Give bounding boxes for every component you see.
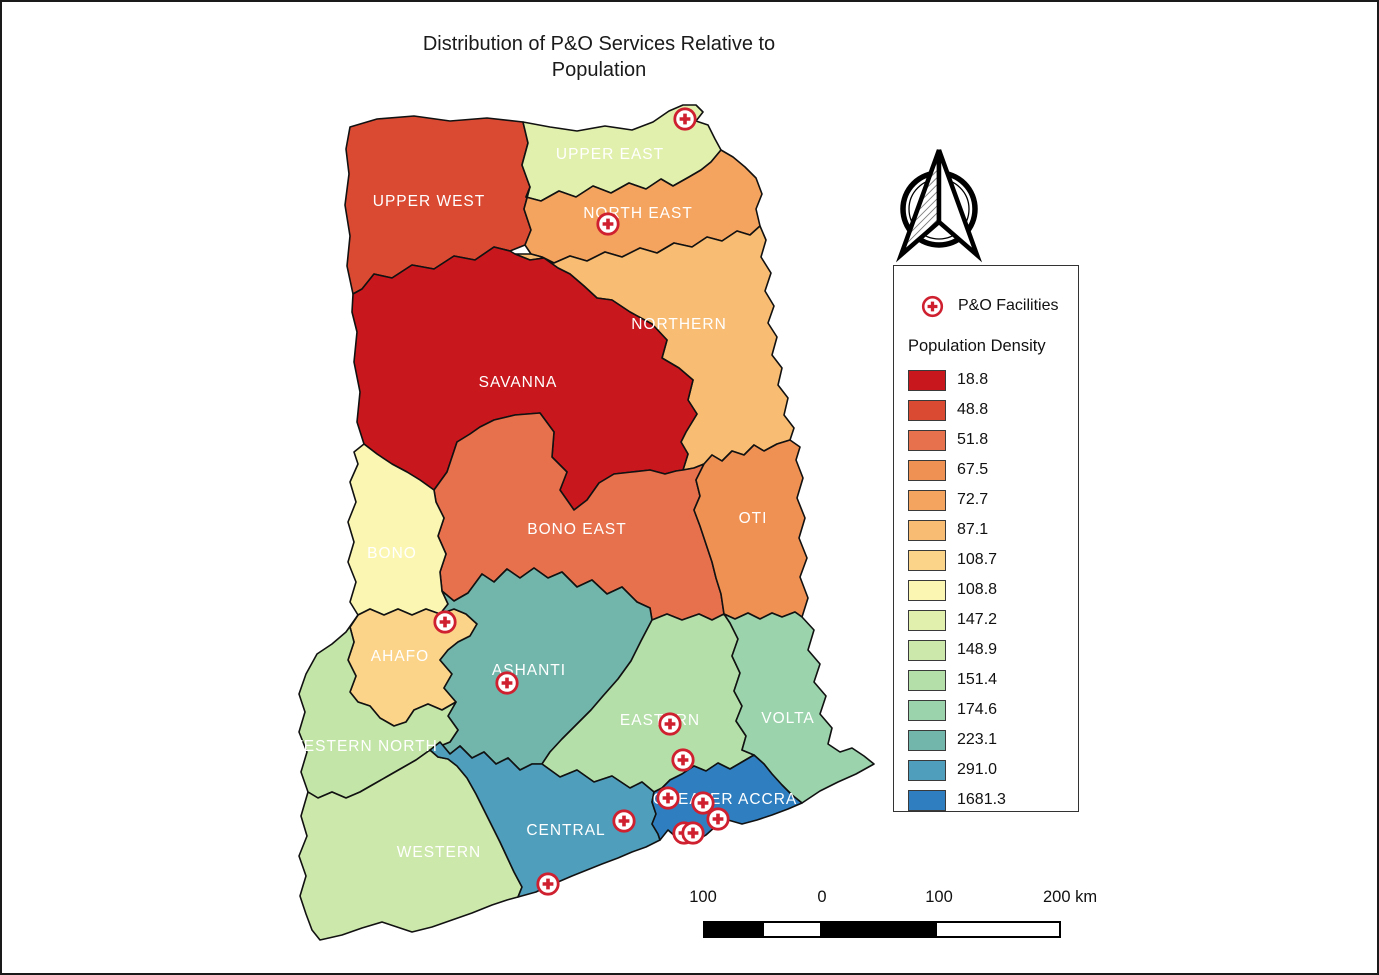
legend-value: 148.9 — [957, 641, 998, 658]
density-legend-heading: Population Density — [908, 337, 1046, 355]
region-label-western: WESTERN — [397, 844, 482, 861]
density-class-list: 18.8 48.8 51.8 67.5 72.7 87.1 108.7 108.8 147.2 1… — [908, 365, 1078, 815]
facility-marker — [596, 212, 620, 236]
legend-class-row: 108.8 — [908, 575, 1078, 605]
facility-marker — [433, 610, 457, 634]
legend-class-row: 174.6 — [908, 695, 1078, 725]
legend-class-row: 151.4 — [908, 665, 1078, 695]
legend-swatch — [908, 489, 946, 511]
legend-swatch — [908, 729, 946, 751]
facility-marker — [706, 807, 730, 831]
legend-swatch — [908, 789, 946, 811]
facility-marker — [495, 671, 519, 695]
legend-swatch — [908, 699, 946, 721]
legend-class-row: 223.1 — [908, 725, 1078, 755]
legend-value: 48.8 — [957, 401, 989, 418]
facilities-legend-label: P&O Facilities — [958, 297, 1059, 314]
legend-class-row: 1681.3 — [908, 785, 1078, 815]
region-label-savanna: SAVANNA — [479, 374, 558, 391]
legend-swatch — [908, 519, 946, 541]
facility-marker — [671, 748, 695, 772]
legend-value: 147.2 — [957, 611, 998, 628]
region-label-northern: NORTHERN — [631, 316, 727, 333]
scale-tick-label: 0 — [817, 888, 827, 906]
region-label-central: CENTRAL — [526, 822, 605, 839]
scale-bar-segment — [705, 923, 764, 936]
region-label-bono-east: BONO EAST — [527, 521, 626, 538]
scale-tick-label: 100 — [925, 888, 953, 906]
facility-markers-layer — [433, 107, 730, 896]
legend-swatch — [908, 549, 946, 571]
legend-value: 108.8 — [957, 581, 998, 598]
legend-value: 51.8 — [957, 431, 989, 448]
legend-value: 1681.3 — [957, 791, 1006, 808]
legend-value: 67.5 — [957, 461, 989, 478]
scale-bar-segments — [703, 921, 1061, 938]
facility-marker — [691, 791, 715, 815]
legend-value: 87.1 — [957, 521, 989, 538]
scale-bar-segment — [937, 923, 1055, 936]
facility-marker — [612, 809, 636, 833]
legend-value: 291.0 — [957, 761, 998, 778]
region-oti — [693, 439, 809, 620]
legend-value: 72.7 — [957, 491, 989, 508]
map-title: Distribution of P&O Services Relative to… — [352, 31, 846, 83]
legend-swatch — [908, 639, 946, 661]
legend-class-row: 148.9 — [908, 635, 1078, 665]
legend-class-row: 147.2 — [908, 605, 1078, 635]
region-label-upper-west: UPPER WEST — [373, 193, 485, 210]
legend-class-row: 108.7 — [908, 545, 1078, 575]
scale-bar-segment — [820, 923, 937, 936]
scale-bar: 100 0 100 200 km — [689, 888, 1128, 952]
region-volta — [723, 611, 875, 804]
legend-swatch — [908, 369, 946, 391]
legend-class-row: 72.7 — [908, 485, 1078, 515]
legend-class-row: 67.5 — [908, 455, 1078, 485]
regions-layer — [298, 104, 875, 941]
facility-marker — [681, 821, 705, 845]
scale-bar-segment — [764, 923, 820, 936]
region-label-ahafo: AHAFO — [371, 648, 429, 665]
region-greater-accra — [651, 754, 803, 844]
legend-swatch — [908, 759, 946, 781]
facility-marker — [673, 107, 697, 131]
legend-class-row: 291.0 — [908, 755, 1078, 785]
legend-value: 223.1 — [957, 731, 998, 748]
legend-swatch — [908, 579, 946, 601]
legend-class-row: 51.8 — [908, 425, 1078, 455]
legend-swatch — [908, 669, 946, 691]
legend-class-row: 48.8 — [908, 395, 1078, 425]
region-label-bono: BONO — [367, 545, 417, 562]
region-label-volta: VOLTA — [761, 710, 815, 727]
legend-value: 108.7 — [957, 551, 998, 568]
legend-class-row: 87.1 — [908, 515, 1078, 545]
region-label-oti: OTI — [739, 510, 768, 527]
facility-marker — [658, 712, 682, 736]
legend-swatch — [908, 399, 946, 421]
facility-marker — [921, 295, 944, 317]
region-western-north — [298, 614, 459, 799]
scale-end-label: 200 km — [1043, 888, 1098, 906]
legend-swatch — [908, 459, 946, 481]
map-legend: P&O Facilities Population Density 18.8 48… — [893, 265, 1079, 812]
region-label-western-north: WESTERN NORTH — [288, 738, 438, 755]
legend-value: 151.4 — [957, 671, 998, 688]
facility-marker — [656, 786, 680, 810]
north-arrow-icon — [895, 149, 983, 263]
legend-value: 174.6 — [957, 701, 998, 718]
map-title-line2: Population — [551, 59, 647, 81]
legend-swatch — [908, 609, 946, 631]
facility-marker-icon — [921, 295, 944, 317]
legend-value: 18.8 — [957, 371, 989, 388]
facility-marker — [536, 872, 560, 896]
region-label-greater-accra: GREATER ACCRA — [653, 791, 798, 808]
scale-tick-label: 100 — [689, 888, 717, 906]
legend-class-row: 18.8 — [908, 365, 1078, 395]
legend-facilities-row: P&O Facilities — [908, 284, 1078, 328]
region-label-upper-east: UPPER EAST — [556, 146, 664, 163]
map-title-line1: Distribution of P&O Services Relative to — [422, 33, 776, 55]
legend-swatch — [908, 429, 946, 451]
